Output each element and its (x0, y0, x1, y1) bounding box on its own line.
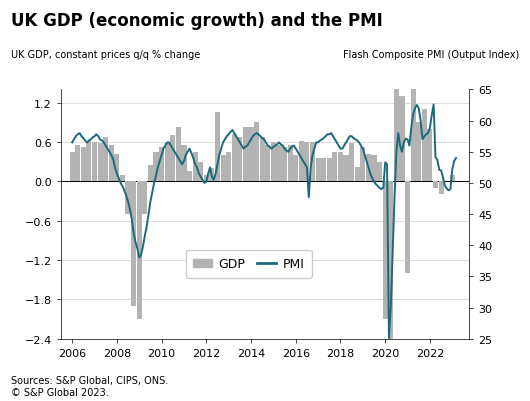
Bar (92, 143, 97, 182)
Bar (75, 146, 80, 182)
Bar (343, 156, 349, 182)
Bar (321, 159, 326, 182)
Bar (315, 159, 321, 182)
Bar (237, 137, 242, 182)
Legend: GDP, PMI: GDP, PMI (186, 250, 312, 278)
Bar (243, 128, 248, 182)
Bar (388, 182, 393, 339)
Bar (288, 146, 293, 182)
Bar (187, 172, 192, 182)
Bar (299, 141, 304, 182)
Bar (120, 175, 125, 182)
Bar (400, 97, 404, 182)
Bar (165, 143, 170, 182)
Bar (148, 166, 153, 182)
Bar (405, 182, 410, 273)
Bar (377, 162, 382, 182)
Bar (198, 162, 204, 182)
Bar (209, 169, 215, 182)
Bar (433, 182, 438, 188)
Bar (137, 182, 142, 319)
Bar (355, 168, 360, 182)
Text: UK GDP, constant prices q/q % change: UK GDP, constant prices q/q % change (11, 50, 200, 60)
Bar (86, 141, 92, 182)
Bar (159, 148, 164, 182)
Bar (372, 156, 377, 182)
Bar (98, 144, 103, 182)
Bar (394, 25, 399, 182)
Bar (81, 148, 86, 182)
Text: Flash Composite PMI (Output Index): Flash Composite PMI (Output Index) (343, 50, 519, 60)
Bar (260, 137, 265, 182)
Bar (142, 182, 147, 215)
Bar (181, 146, 187, 182)
Bar (176, 128, 181, 182)
Bar (215, 113, 220, 182)
Bar (438, 182, 444, 195)
Bar (204, 175, 209, 182)
Bar (326, 159, 332, 182)
Bar (265, 146, 270, 182)
Bar (126, 182, 130, 215)
Bar (422, 110, 427, 182)
Bar (349, 144, 354, 182)
Bar (416, 123, 421, 182)
Bar (310, 143, 315, 182)
Bar (277, 146, 281, 182)
Bar (338, 152, 343, 182)
Text: UK GDP (economic growth) and the PMI: UK GDP (economic growth) and the PMI (11, 12, 382, 30)
Bar (411, 90, 416, 182)
Bar (103, 137, 108, 182)
Bar (109, 146, 114, 182)
Bar (232, 135, 237, 182)
Bar (427, 130, 432, 182)
Bar (383, 182, 388, 319)
Bar (170, 136, 175, 182)
Bar (360, 148, 365, 182)
Bar (153, 152, 158, 182)
Bar (114, 154, 119, 182)
Bar (192, 152, 198, 182)
Bar (450, 175, 455, 182)
Bar (293, 156, 298, 182)
Bar (304, 143, 310, 182)
Bar (282, 148, 287, 182)
Bar (332, 152, 338, 182)
Bar (220, 156, 226, 182)
Bar (226, 152, 231, 182)
Bar (249, 128, 253, 182)
Bar (69, 152, 75, 182)
Bar (131, 182, 136, 306)
Bar (254, 123, 259, 182)
Bar (366, 154, 371, 182)
Text: Sources: S&P Global, CIPS, ONS.
© S&P Global 2023.: Sources: S&P Global, CIPS, ONS. © S&P Gl… (11, 375, 168, 397)
Bar (271, 143, 276, 182)
